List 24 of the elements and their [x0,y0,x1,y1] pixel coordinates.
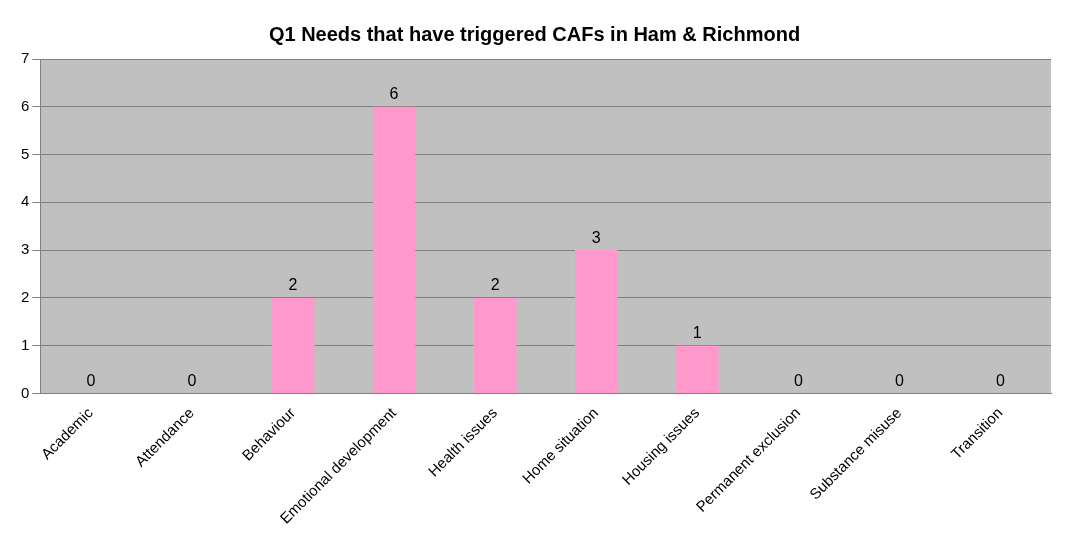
y-tick-label: 1 [21,335,30,353]
data-label: 0 [996,371,1006,389]
bar [676,345,719,393]
data-label: 3 [591,228,601,246]
y-tick-label: 7 [21,49,30,67]
y-tick-label: 3 [21,240,30,258]
y-tick-label: 6 [21,96,30,114]
bar [473,297,517,393]
bar [574,250,618,393]
data-label: 6 [389,85,399,103]
data-label: 2 [288,276,298,294]
y-tick-label: 2 [21,288,30,306]
data-label: 0 [894,371,904,389]
chart-title: Q1 Needs that have triggered CAFs in Ham & Richmond [268,22,801,45]
y-tick-label: 5 [21,144,30,162]
data-label: 0 [187,371,197,389]
bar [372,106,416,393]
y-tick-label: 4 [21,192,30,210]
data-label: 2 [490,276,500,294]
data-label: 0 [86,371,96,389]
data-label: 1 [692,324,702,342]
y-tick-label: 0 [21,383,30,401]
bar [271,297,315,393]
data-label: 0 [793,371,803,389]
